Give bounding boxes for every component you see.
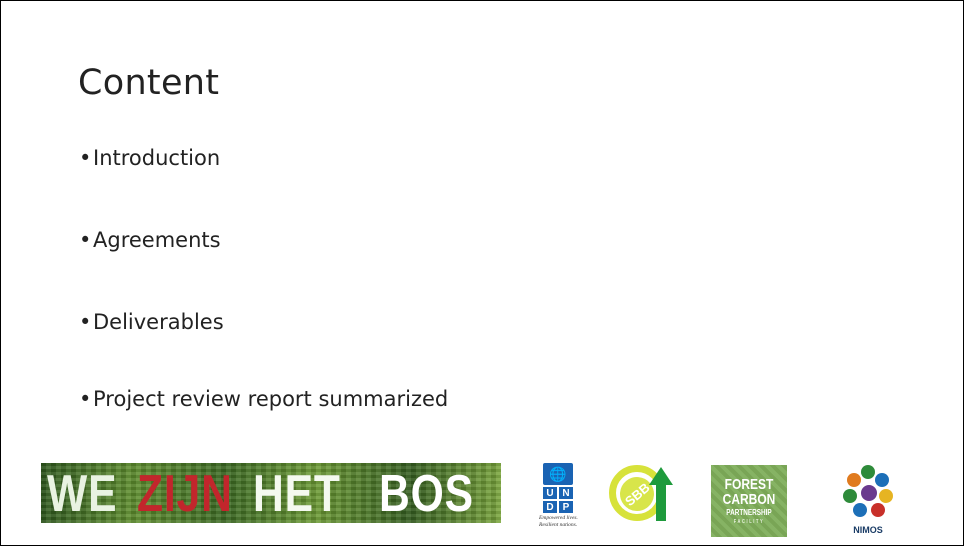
undp-tagline: Empowered lives. Resilient nations. — [539, 515, 578, 528]
undp-letter: U — [543, 487, 557, 499]
logo-word-we: WE — [47, 465, 118, 523]
un-emblem-icon: 🌐 — [543, 463, 573, 485]
bullet-item: •Deliverables — [79, 310, 224, 334]
nimos-petal-icon — [875, 473, 889, 487]
nimos-petal-icon — [879, 489, 893, 503]
logo-word-het: HET — [253, 465, 341, 523]
fcpf-line1: FOREST — [724, 476, 774, 493]
bullet-dot: • — [79, 146, 92, 170]
fcpf-line2: CARBON — [722, 491, 776, 508]
logo-word-bos: BOS — [379, 465, 474, 523]
slide-title: Content — [78, 63, 220, 103]
logo-word-zijn: ZIJN — [137, 465, 233, 523]
nimos-petal-icon — [871, 503, 885, 517]
up-arrow-stem — [656, 483, 666, 521]
nimos-petal-icon — [853, 503, 867, 517]
bullet-item: •Introduction — [79, 146, 220, 170]
undp-letter-grid: U N D P — [543, 487, 573, 513]
undp-letter: N — [559, 487, 573, 499]
fcpf-logo: FOREST CARBON PARTNERSHIP FACILITY — [711, 465, 787, 537]
bullet-item: •Project review report summarized — [79, 387, 448, 411]
we-zijn-het-bos-logo: WE ZIJN HET BOS — [41, 463, 501, 523]
logo-strip: WE ZIJN HET BOS 🌐 U N D P Empowered live… — [1, 461, 963, 545]
bullet-item: •Agreements — [79, 228, 221, 252]
nimos-petal-icon — [847, 473, 861, 487]
bullet-text: Introduction — [93, 146, 221, 170]
nimos-petal-icon — [843, 489, 857, 503]
sbb-logo: SBB — [607, 463, 679, 527]
bullet-dot: • — [79, 228, 92, 252]
bullet-text: Deliverables — [93, 310, 224, 334]
nimos-logo: NIMOS — [833, 461, 903, 539]
nimos-center-icon — [861, 485, 877, 501]
fcpf-line4: FACILITY — [733, 519, 765, 525]
undp-logo: 🌐 U N D P Empowered lives. Resilient nat… — [539, 463, 581, 533]
nimos-petal-icon — [861, 465, 875, 479]
up-arrow-icon — [649, 467, 673, 485]
bullet-dot: • — [79, 387, 92, 411]
undp-letter: D — [543, 501, 557, 513]
nimos-label: NIMOS — [853, 525, 883, 535]
bullet-text: Agreements — [93, 228, 221, 252]
bullet-dot: • — [79, 310, 92, 334]
fcpf-line3: PARTNERSHIP — [726, 508, 772, 517]
bullet-text: Project review report summarized — [93, 387, 449, 411]
undp-letter: P — [559, 501, 573, 513]
